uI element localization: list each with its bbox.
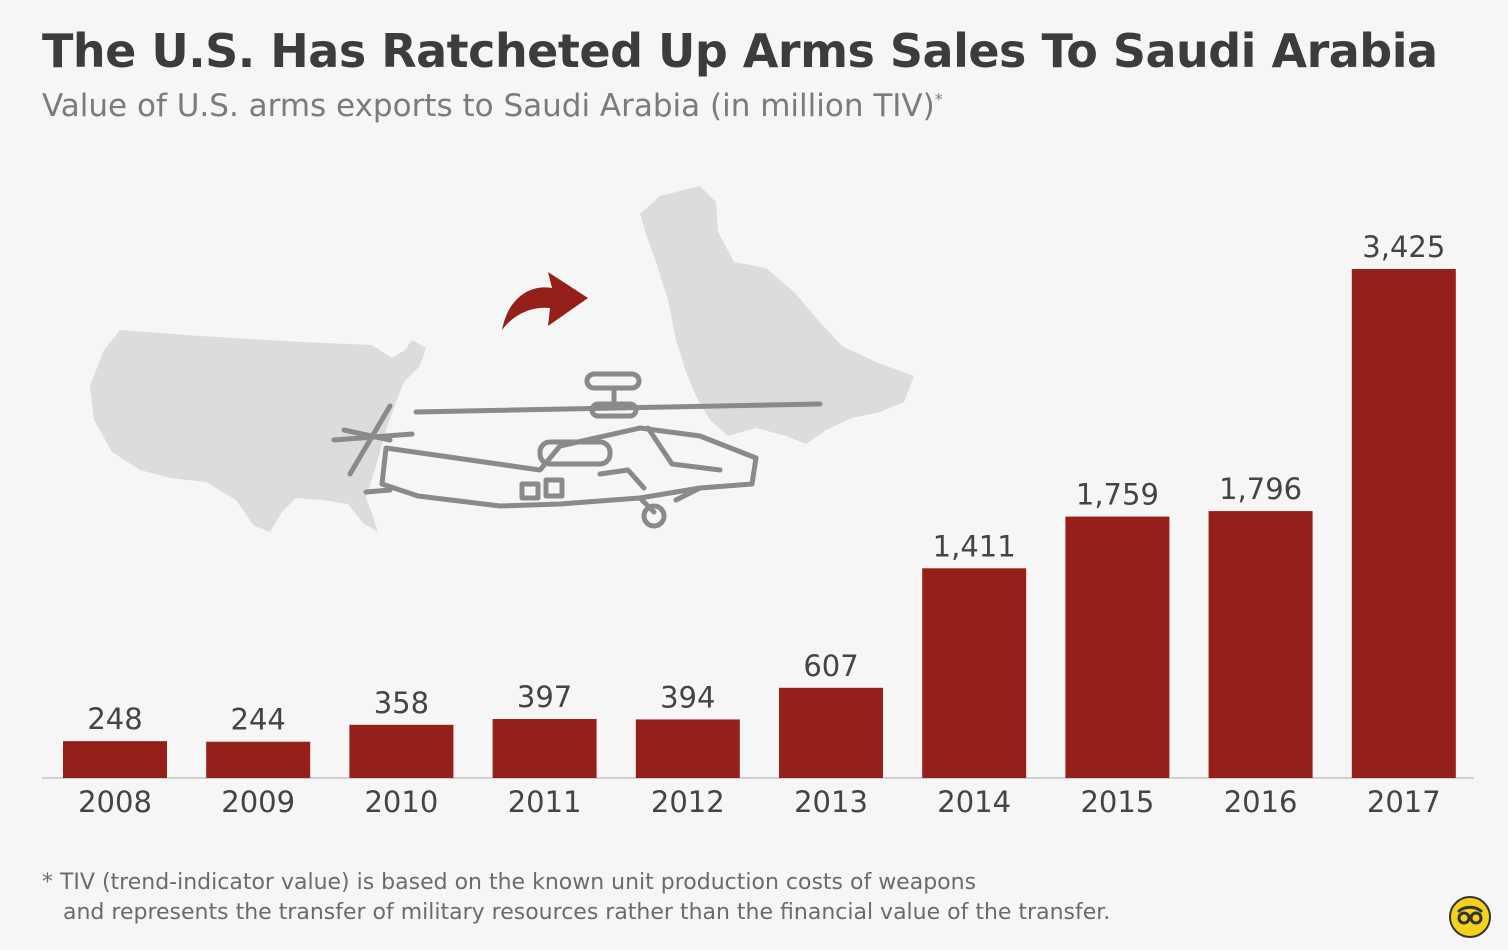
x-tick-label-2008: 2008 [78,785,152,819]
value-label-2016: 1,796 [1219,472,1302,506]
bar-2010 [349,724,454,778]
x-tick-label-2013: 2013 [794,785,868,819]
chart-title: The U.S. Has Ratcheted Up Arms Sales To … [42,24,1438,78]
x-tick-label-2012: 2012 [651,785,725,819]
footnote-line-2: and represents the transfer of military … [63,900,1111,925]
bars-group [63,269,1456,778]
logo-glyph [1457,905,1483,925]
value-label-2014: 1,411 [933,529,1016,563]
bar-2011 [492,719,597,778]
value-label-2011: 397 [517,680,572,714]
bar-2015 [1065,516,1170,778]
value-label-2015: 1,759 [1076,478,1159,512]
statista-logo-icon[interactable] [1449,896,1491,938]
bar-2014 [922,568,1027,778]
bar-2017 [1351,269,1456,778]
x-tick-label-2015: 2015 [1080,785,1154,819]
helicopter-drawing [331,371,823,529]
x-tick-label-2009: 2009 [221,785,295,819]
bar-2008 [63,741,167,778]
chart-subtitle: Value of U.S. arms exports to Saudi Arab… [42,88,943,124]
footnote: * TIV (trend-indicator value) is based o… [42,868,1110,928]
bar-2012 [635,719,740,778]
value-label-2010: 358 [374,686,429,720]
bar-2009 [206,741,311,778]
x-tick-label-2017: 2017 [1367,785,1441,819]
value-label-2012: 394 [660,680,715,714]
x-tick-label-2011: 2011 [508,785,582,819]
value-label-2013: 607 [803,649,858,683]
usa-map-shape [90,330,426,532]
saudi-map-shape [640,186,914,444]
curved-arrow-icon [502,272,588,330]
x-tick-labels-group: 2008 2009 2010 2011 2012 2013 2014 2015 2016 2017 [78,785,1441,819]
bar-2013 [779,687,883,778]
x-tick-label-2014: 2014 [937,785,1011,819]
bar-2016 [1208,511,1313,778]
value-label-2008: 248 [87,702,142,736]
helicopter-over-map-icon [90,186,914,532]
value-label-2009: 244 [231,703,286,737]
value-labels-group: 248 244 358 397 394 607 1,411 1,759 1,796 3,425 [87,230,1445,737]
value-label-2017: 3,425 [1362,230,1445,264]
x-tick-label-2010: 2010 [364,785,438,819]
bar-chart: 248 244 358 397 394 607 1,411 1,759 1,796 3,425 2… [42,186,1474,819]
footnote-line-1: * TIV (trend-indicator value) is based o… [42,870,977,895]
subtitle-footnote-mark: * [934,89,943,109]
x-tick-label-2016: 2016 [1224,785,1298,819]
subtitle-text: Value of U.S. arms exports to Saudi Arab… [42,88,935,124]
